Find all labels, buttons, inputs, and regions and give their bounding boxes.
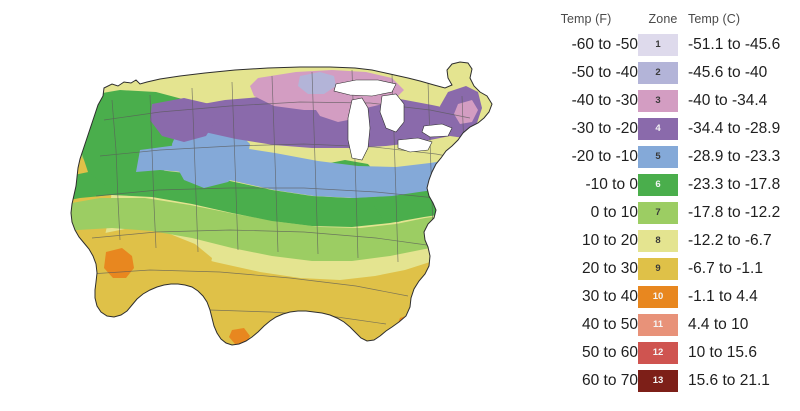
- legend-celsius-range: -51.1 to -45.6: [688, 36, 781, 53]
- zone-color-swatch[interactable]: 6: [638, 174, 678, 196]
- legend-zone-cell: 13: [638, 367, 688, 395]
- legend-header-fahrenheit: Temp (F): [560, 11, 612, 26]
- legend-celsius-range: -23.3 to -17.8: [688, 176, 781, 193]
- legend-fahrenheit-range: -60 to -50: [571, 36, 638, 53]
- legend-zone-cell: 1: [638, 31, 688, 59]
- legend-header-celsius: Temp (C): [688, 11, 741, 26]
- legend-row[interactable]: 10 to 20 8 -12.2 to -6.7: [534, 227, 796, 255]
- legend-celsius-range: -17.8 to -12.2: [688, 204, 781, 221]
- legend-zone-cell: 11: [638, 311, 688, 339]
- zone-color-swatch[interactable]: 5: [638, 146, 678, 168]
- zone-color-swatch[interactable]: 1: [638, 34, 678, 56]
- legend-celsius-range: -12.2 to -6.7: [688, 232, 772, 249]
- hardiness-zone-legend-table: Temp (F) Zone Temp (C) -60 to -50 1 -51.1 …: [534, 6, 796, 395]
- legend-fahrenheit-range: 40 to 50: [581, 316, 638, 333]
- legend-row[interactable]: 20 to 30 9 -6.7 to -1.1: [534, 255, 796, 283]
- zone-color-swatch[interactable]: 9: [638, 258, 678, 280]
- legend-zone-cell: 9: [638, 255, 688, 283]
- legend-row[interactable]: -40 to -30 3 -40 to -34.4: [534, 87, 796, 115]
- legend-celsius-range: 4.4 to 10: [688, 316, 749, 333]
- legend-celsius-range: -1.1 to 4.4: [688, 288, 758, 305]
- legend-zone-cell: 10: [638, 283, 688, 311]
- legend-row[interactable]: -50 to -40 2 -45.6 to -40: [534, 59, 796, 87]
- zone-color-swatch[interactable]: 3: [638, 90, 678, 112]
- legend-row[interactable]: 50 to 60 12 10 to 15.6: [534, 339, 796, 367]
- legend-row[interactable]: -10 to 0 6 -23.3 to -17.8: [534, 171, 796, 199]
- legend-celsius-range: 15.6 to 21.1: [688, 372, 770, 389]
- legend-zone-cell: 6: [638, 171, 688, 199]
- legend-fahrenheit-range: 30 to 40: [581, 288, 638, 305]
- legend-fahrenheit-range: 20 to 30: [581, 260, 638, 277]
- legend-fahrenheit-range: 10 to 20: [581, 232, 638, 249]
- legend-fahrenheit-range: -40 to -30: [571, 92, 638, 109]
- legend-zone-cell: 5: [638, 143, 688, 171]
- legend-celsius-range: -28.9 to -23.3: [688, 148, 781, 165]
- zone-color-swatch[interactable]: 2: [638, 62, 678, 84]
- legend-row[interactable]: -30 to -20 4 -34.4 to -28.9: [534, 115, 796, 143]
- legend-row[interactable]: 40 to 50 11 4.4 to 10: [534, 311, 796, 339]
- legend-celsius-range: -40 to -34.4: [688, 92, 768, 109]
- zone-color-swatch[interactable]: 13: [638, 370, 678, 392]
- zone-color-swatch[interactable]: 12: [638, 342, 678, 364]
- legend-fahrenheit-range: 50 to 60: [581, 344, 638, 361]
- legend-header-zone: Zone: [648, 11, 678, 26]
- legend-row[interactable]: 0 to 10 7 -17.8 to -12.2: [534, 199, 796, 227]
- great-lakes: [333, 79, 453, 161]
- legend-panel: Temp (F) Zone Temp (C) -60 to -50 1 -51.1 …: [530, 0, 800, 411]
- zone-color-swatch[interactable]: 8: [638, 230, 678, 252]
- legend-fahrenheit-range: -30 to -20: [571, 120, 638, 137]
- legend-row[interactable]: 30 to 40 10 -1.1 to 4.4: [534, 283, 796, 311]
- legend-body: -60 to -50 1 -51.1 to -45.6 -50 to -40 2 -45.…: [534, 31, 796, 395]
- usa-coastline: [70, 61, 493, 346]
- legend-zone-cell: 8: [638, 227, 688, 255]
- zone-color-swatch[interactable]: 7: [638, 202, 678, 224]
- usa-hardiness-zone-map[interactable]: [0, 0, 530, 411]
- map-panel: [0, 0, 530, 411]
- legend-celsius-range: -45.6 to -40: [688, 64, 768, 81]
- legend-zone-cell: 2: [638, 59, 688, 87]
- legend-zone-cell: 4: [638, 115, 688, 143]
- zone-color-swatch[interactable]: 10: [638, 286, 678, 308]
- legend-zone-cell: 12: [638, 339, 688, 367]
- legend-fahrenheit-range: 0 to 10: [590, 204, 638, 221]
- legend-fahrenheit-range: -10 to 0: [585, 176, 638, 193]
- zone-color-swatch[interactable]: 11: [638, 314, 678, 336]
- legend-row[interactable]: 60 to 70 13 15.6 to 21.1: [534, 367, 796, 395]
- legend-celsius-range: -34.4 to -28.9: [688, 120, 781, 137]
- legend-fahrenheit-range: -50 to -40: [571, 64, 638, 81]
- map-zone-fills: [71, 62, 492, 345]
- legend-fahrenheit-range: 60 to 70: [581, 372, 638, 389]
- legend-row[interactable]: -60 to -50 1 -51.1 to -45.6: [534, 31, 796, 59]
- legend-zone-cell: 3: [638, 87, 688, 115]
- legend-header-row: Temp (F) Zone Temp (C): [534, 6, 796, 31]
- zone-color-swatch[interactable]: 4: [638, 118, 678, 140]
- legend-row[interactable]: -20 to -10 5 -28.9 to -23.3: [534, 143, 796, 171]
- legend-celsius-range: 10 to 15.6: [688, 344, 757, 361]
- legend-zone-cell: 7: [638, 199, 688, 227]
- legend-fahrenheit-range: -20 to -10: [571, 148, 638, 165]
- legend-celsius-range: -6.7 to -1.1: [688, 260, 763, 277]
